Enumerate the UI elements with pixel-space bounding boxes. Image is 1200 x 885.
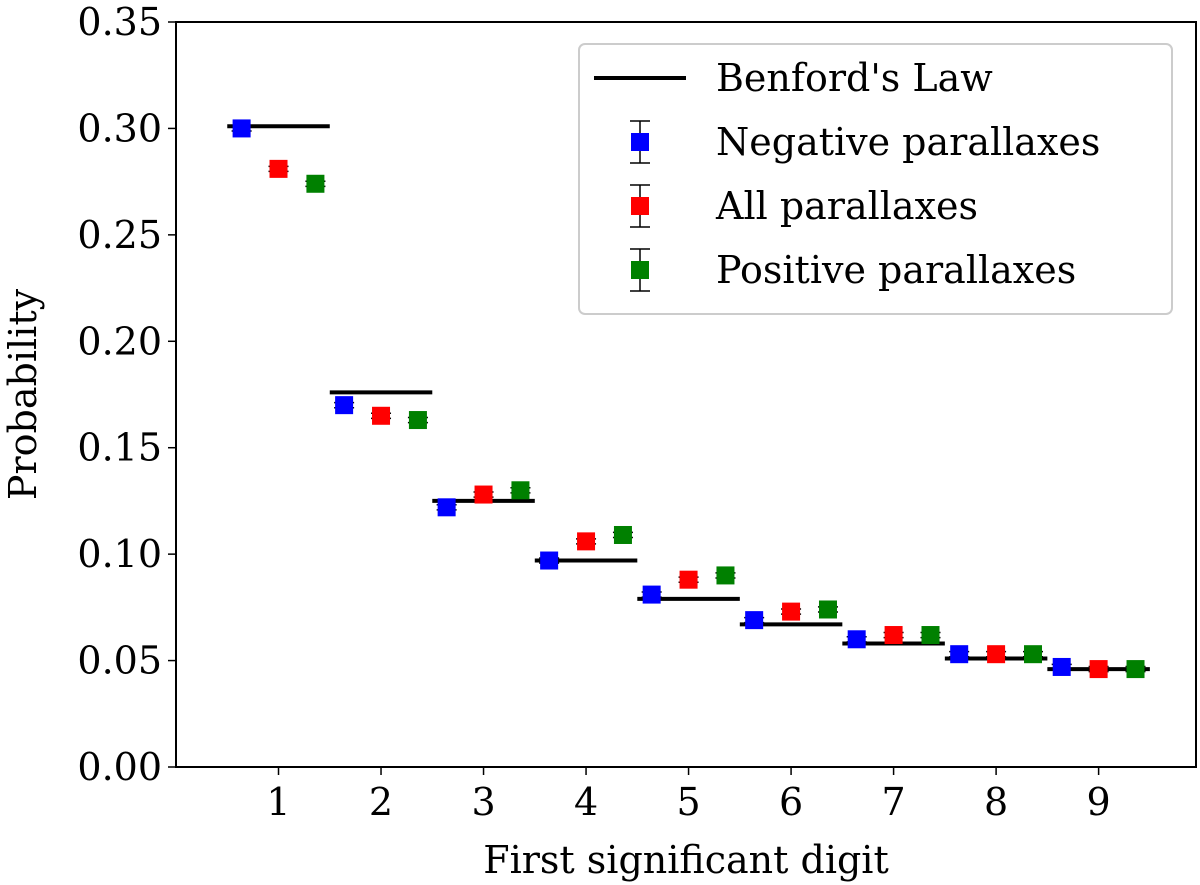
positive-parallaxes-point bbox=[921, 626, 940, 645]
positive-parallaxes-point bbox=[1024, 645, 1043, 664]
legend-marker-all-parallaxes bbox=[631, 197, 649, 215]
negative-parallaxes-point bbox=[540, 551, 559, 570]
x-tick-label: 6 bbox=[779, 780, 803, 824]
axis-ticks: 1 2 3 4 5 6 7 8 9 0.00 0.05 0.10 0.15 0.20 0.25 0.30 0.3… bbox=[77, 0, 1110, 824]
y-axis-label: Probability bbox=[1, 288, 45, 500]
x-tick-label: 5 bbox=[676, 780, 700, 824]
positive-parallaxes-point bbox=[716, 566, 735, 585]
all-parallaxes-point bbox=[679, 570, 698, 589]
x-axis-label: First significant digit bbox=[483, 838, 888, 882]
positive-parallaxes-point bbox=[306, 174, 325, 193]
x-tick-label: 2 bbox=[369, 780, 393, 824]
y-tick-label: 0.25 bbox=[77, 213, 162, 257]
all-parallaxes-point bbox=[1089, 660, 1108, 679]
legend: Benford's Law Negative parallaxes All para… bbox=[578, 43, 1173, 315]
plot-area bbox=[227, 119, 1150, 679]
axes-frame bbox=[175, 21, 1197, 768]
x-tick-label: 9 bbox=[1087, 780, 1111, 824]
all-parallaxes-point bbox=[577, 532, 596, 551]
legend-items: Benford's Law Negative parallaxes All para… bbox=[594, 56, 1100, 292]
y-tick-label: 0.20 bbox=[77, 319, 162, 363]
legend-label: Positive parallaxes bbox=[716, 248, 1076, 292]
all-parallaxes-point bbox=[782, 602, 801, 621]
positive-parallaxes-point bbox=[818, 600, 837, 619]
all-parallaxes-point bbox=[987, 645, 1006, 664]
negative-parallaxes-point bbox=[335, 396, 354, 415]
y-tick-label: 0.10 bbox=[77, 532, 162, 576]
y-tick-label: 0.05 bbox=[77, 639, 162, 683]
legend-label: All parallaxes bbox=[715, 184, 978, 228]
negative-parallaxes-point bbox=[950, 645, 969, 664]
negative-parallaxes-point bbox=[232, 119, 251, 138]
legend-label: Negative parallaxes bbox=[716, 120, 1100, 164]
negative-parallaxes-point bbox=[847, 630, 866, 649]
x-tick-label: 3 bbox=[471, 780, 495, 824]
negative-parallaxes-point bbox=[745, 611, 764, 630]
y-tick-label: 0.30 bbox=[77, 106, 162, 150]
negative-parallaxes-point bbox=[1052, 657, 1071, 676]
negative-parallaxes-point bbox=[437, 498, 456, 517]
legend-marker-positive-parallaxes bbox=[631, 261, 649, 279]
y-tick-label: 0.00 bbox=[77, 745, 162, 789]
x-tick-label: 1 bbox=[266, 780, 290, 824]
legend-label: Benford's Law bbox=[716, 56, 993, 100]
all-parallaxes-point bbox=[269, 159, 288, 178]
y-tick-label: 0.15 bbox=[77, 426, 162, 470]
positive-parallaxes-point bbox=[511, 481, 530, 500]
y-tick-label: 0.35 bbox=[77, 0, 162, 44]
positive-parallaxes-point bbox=[1126, 660, 1145, 679]
all-parallaxes-point bbox=[884, 626, 903, 645]
x-tick-label: 7 bbox=[881, 780, 905, 824]
all-parallaxes-point bbox=[372, 406, 391, 425]
x-tick-label: 4 bbox=[574, 780, 598, 824]
legend-marker-negative-parallaxes bbox=[631, 133, 649, 151]
negative-parallaxes-point bbox=[642, 585, 661, 604]
x-tick-label: 8 bbox=[984, 780, 1008, 824]
positive-parallaxes-point bbox=[613, 525, 632, 544]
legend-box bbox=[578, 43, 1173, 315]
positive-parallaxes-point bbox=[408, 411, 427, 430]
all-parallaxes-point bbox=[474, 485, 493, 504]
